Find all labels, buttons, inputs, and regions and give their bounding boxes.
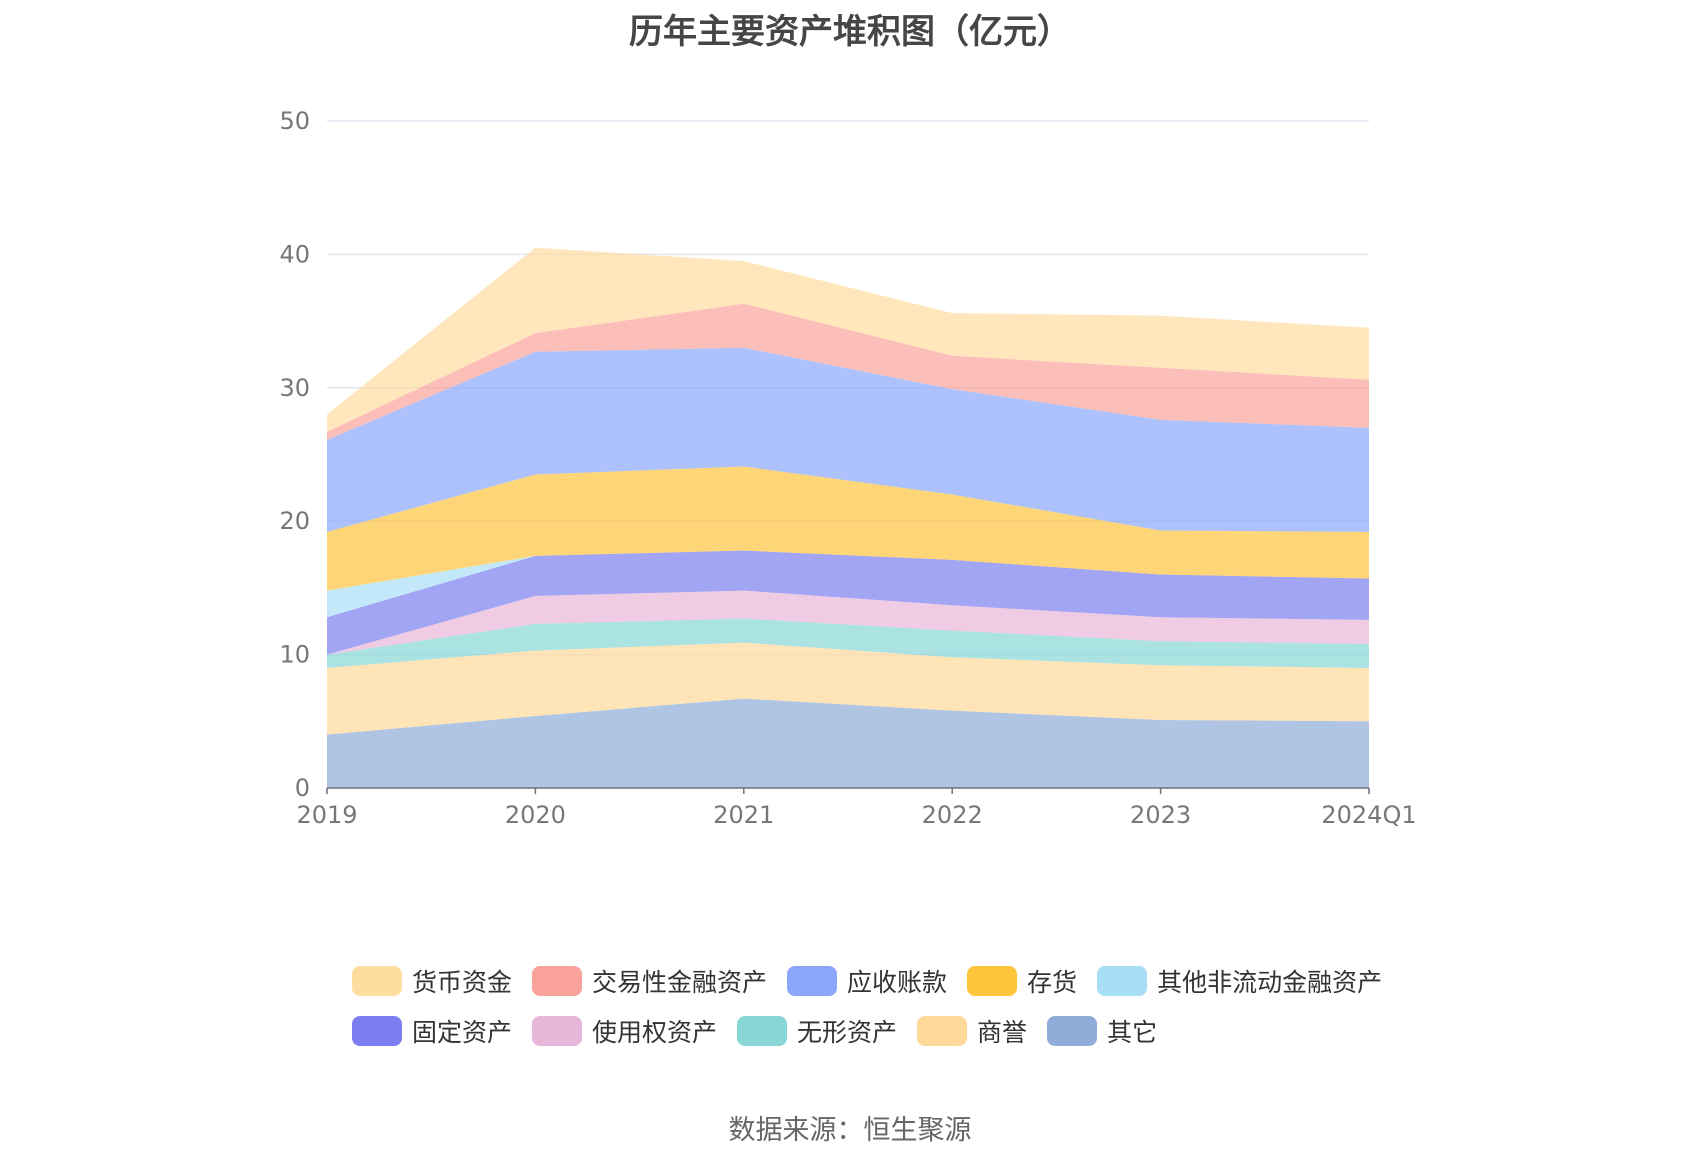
area-存货 — [327, 466, 1369, 591]
legend-item[interactable]: 应收账款 — [787, 963, 947, 999]
data-source-note: 数据来源：恒生聚源 — [728, 1115, 972, 1146]
legend-swatch — [532, 1016, 583, 1046]
legend-item[interactable]: 无形资产 — [737, 1013, 897, 1049]
y-tick-label: 10 — [279, 641, 310, 669]
x-tick-label: 2024Q1 — [1321, 801, 1416, 829]
area-应收账款 — [327, 347, 1369, 532]
legend-swatch — [967, 966, 1018, 996]
legend-swatch — [352, 966, 402, 996]
legend-swatch — [787, 966, 838, 996]
legend-row: 货币资金 交易性金融资产 应收账款 存货 其他非流动金融资产 — [352, 956, 1452, 1006]
y-tick-label: 50 — [279, 107, 310, 135]
y-tick-label: 0 — [295, 774, 310, 802]
legend-swatch — [737, 1016, 788, 1046]
stacked-area-chart: 0 10 20 30 40 50 2019 2020 2021 2022 2023 2024Q1 — [279, 107, 1417, 829]
legend-swatch — [1047, 1016, 1098, 1046]
area-固定资产 — [327, 550, 1369, 655]
y-tick-label: 20 — [279, 507, 310, 535]
y-tick-label: 30 — [279, 374, 310, 402]
area-series — [327, 247, 1369, 788]
area-商誉 — [327, 642, 1369, 735]
area-交易性金融资产 — [327, 303, 1369, 440]
legend-item[interactable]: 商誉 — [917, 1013, 1027, 1049]
legend-swatch — [1097, 966, 1148, 996]
x-tick-label: 2022 — [922, 801, 983, 829]
legend-swatch — [917, 1016, 968, 1046]
legend-label: 无形资产 — [797, 1018, 898, 1047]
legend-row: 固定资产 使用权资产 无形资产 商誉 其它 — [352, 1006, 1452, 1056]
legend-label: 使用权资产 — [592, 1018, 718, 1047]
chart-title: 历年主要资产堆积图（亿元） — [629, 12, 1071, 52]
legend-label: 其它 — [1107, 1018, 1158, 1047]
legend-item[interactable]: 使用权资产 — [532, 1013, 717, 1049]
area-无形资产 — [327, 618, 1369, 668]
area-其它 — [327, 698, 1369, 788]
y-tick-label: 40 — [279, 240, 310, 268]
legend-swatch — [352, 1016, 402, 1046]
legend-label: 货币资金 — [412, 968, 513, 997]
area-使用权资产 — [327, 590, 1369, 655]
legend-item[interactable]: 其他非流动金融资产 — [1097, 963, 1382, 999]
legend-label: 固定资产 — [412, 1018, 513, 1047]
legend-label: 商誉 — [977, 1018, 1028, 1047]
legend-label: 应收账款 — [847, 968, 948, 997]
area-货币资金 — [327, 247, 1369, 432]
legend-item[interactable]: 交易性金融资产 — [532, 963, 767, 999]
legend-item[interactable]: 其它 — [1047, 1013, 1157, 1049]
legend-item[interactable]: 存货 — [967, 963, 1077, 999]
legend: 货币资金 交易性金融资产 应收账款 存货 其他非流动金融资产 固定资产 使用权资产 无形资产… — [352, 956, 1452, 1056]
x-tick-label: 2021 — [713, 801, 774, 829]
legend-label: 存货 — [1027, 968, 1078, 997]
legend-label: 其他非流动金融资产 — [1157, 968, 1383, 997]
x-tick-label: 2019 — [296, 801, 357, 829]
legend-item[interactable]: 固定资产 — [352, 1013, 512, 1049]
legend-label: 交易性金融资产 — [592, 968, 768, 997]
legend-swatch — [532, 966, 583, 996]
x-tick-label: 2020 — [505, 801, 566, 829]
axes: 2019 2020 2021 2022 2023 2024Q1 — [296, 787, 1417, 829]
x-tick-label: 2023 — [1130, 801, 1191, 829]
legend-item[interactable]: 货币资金 — [352, 963, 512, 999]
